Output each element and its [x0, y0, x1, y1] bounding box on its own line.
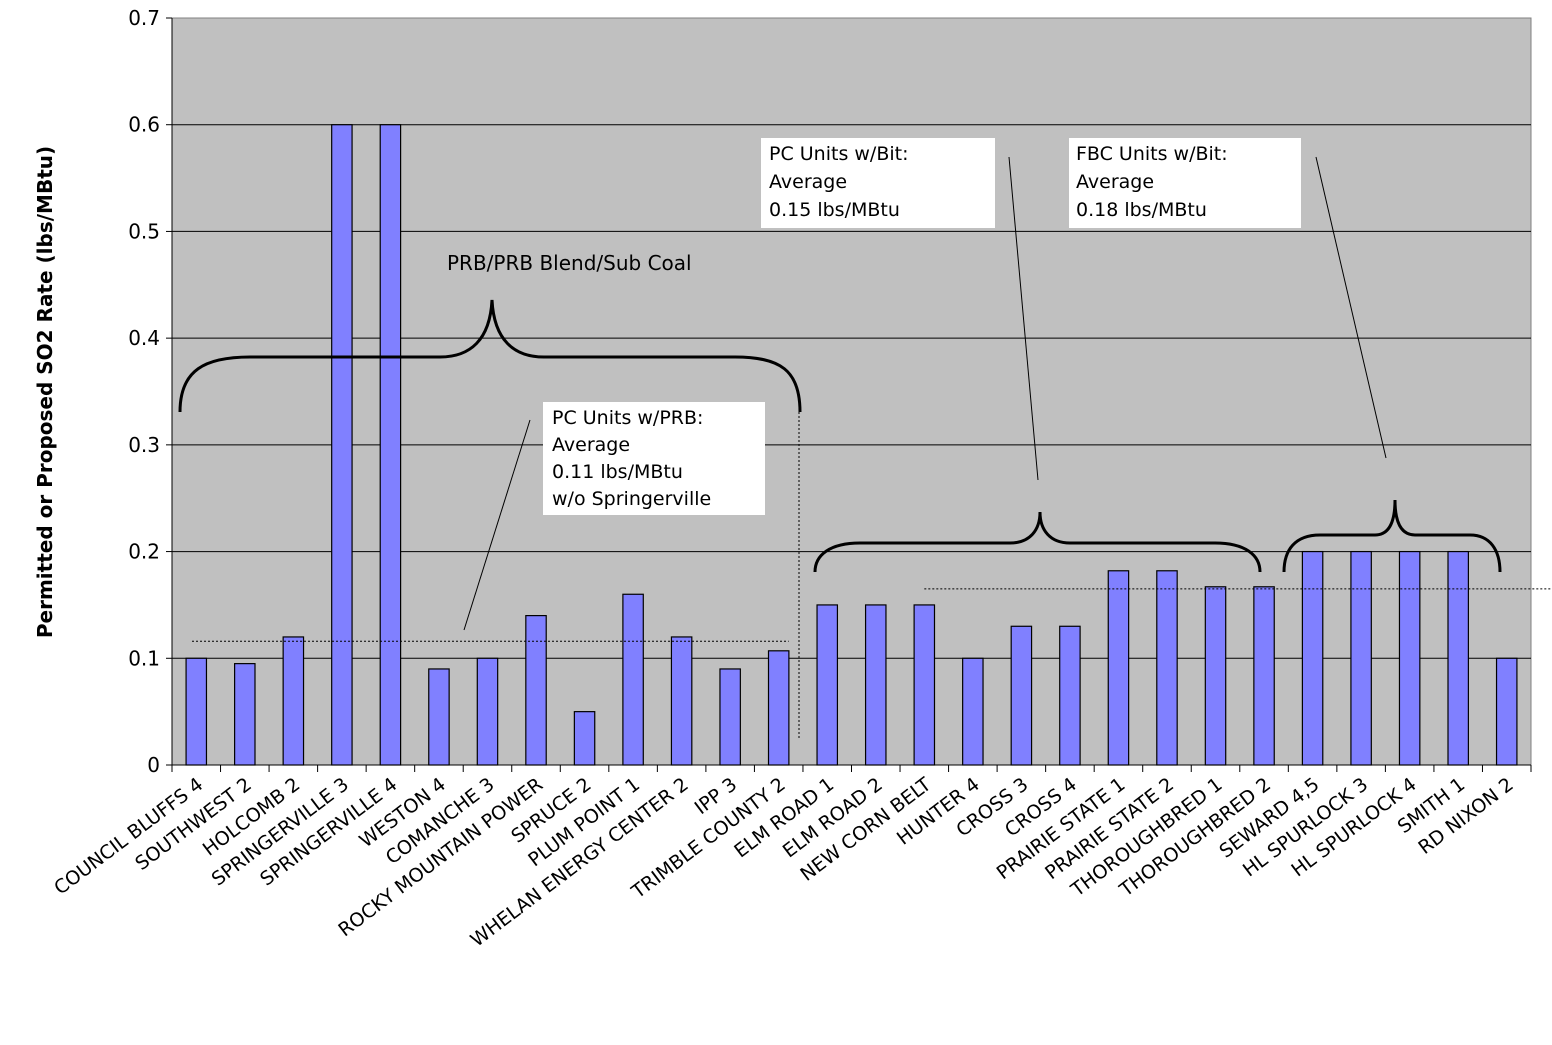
bar-series	[185, 124, 1518, 766]
annotation-pc-bit-line-1: PC Units w/Bit:	[769, 143, 909, 165]
brace-pc-bit	[813, 511, 1262, 573]
bar	[379, 124, 402, 766]
bar	[913, 604, 936, 766]
annotation-pc-bit: PC Units w/Bit: Average 0.15 lbs/MBtu	[761, 138, 995, 228]
y-tick-label: 0.5	[128, 219, 160, 243]
annotation-fbc-bit-line-2: Average	[1076, 171, 1154, 193]
bar	[1107, 570, 1130, 766]
bar	[1156, 570, 1178, 766]
y-tick-label: 0.6	[128, 113, 160, 137]
y-axis-label: Permitted or Proposed SO2 Rate (lbs/MBtu…	[33, 146, 57, 638]
bar	[1495, 657, 1518, 766]
y-tick-label: 0.4	[128, 326, 160, 350]
y-tick-labels: 0 0.1 0.2 0.3 0.4 0.5 0.6 0.7	[128, 6, 160, 777]
pointer-line-pc-bit	[1008, 156, 1039, 481]
annotation-fbc-bit-line-3: 0.18 lbs/MBtu	[1076, 199, 1207, 221]
bar	[962, 657, 984, 766]
annotation-pc-prb: PC Units w/PRB: Average 0.11 lbs/MBtu w/…	[543, 402, 765, 515]
bar	[864, 604, 887, 766]
y-tick-label: 0.1	[128, 646, 160, 670]
average-lines	[192, 588, 1552, 642]
bar	[476, 657, 499, 766]
axes	[166, 17, 1532, 772]
annotation-fbc-bit-line-1: FBC Units w/Bit:	[1076, 143, 1228, 165]
annotation-fbc-bit: FBC Units w/Bit: Average 0.18 lbs/MBtu	[1069, 138, 1301, 228]
bar	[282, 636, 305, 766]
bar	[1010, 625, 1033, 766]
pointer-line-fbc-bit	[1315, 156, 1387, 459]
bar	[1059, 625, 1081, 766]
bar	[1253, 586, 1275, 766]
bar	[1447, 550, 1469, 766]
brace-prb	[178, 299, 802, 413]
plot-area	[171, 17, 1532, 766]
annotation-pc-prb-line-3: 0.11 lbs/MBtu	[552, 461, 683, 483]
annotation-pc-prb-line-4: w/o Springerville	[552, 488, 711, 510]
y-tick-label: 0.7	[128, 6, 160, 30]
bar	[670, 636, 693, 766]
bar	[573, 711, 596, 766]
bar	[331, 124, 353, 766]
y-tick-label: 0.2	[128, 540, 160, 564]
bar	[719, 668, 741, 766]
brace-fbc-bit	[1282, 499, 1502, 573]
bar	[185, 657, 208, 766]
pointer-line-prb	[463, 419, 531, 631]
bar	[1350, 550, 1372, 766]
annotation-pc-prb-line-2: Average	[552, 434, 630, 456]
y-tick-label: 0.3	[128, 433, 160, 457]
y-tick-label: 0	[147, 753, 160, 777]
bar	[428, 668, 450, 766]
bar	[816, 604, 839, 766]
bar	[1204, 586, 1227, 766]
annotation-pc-bit-line-3: 0.15 lbs/MBtu	[769, 199, 900, 221]
bar	[525, 614, 547, 766]
group-label-prb: PRB/PRB Blend/Sub Coal	[447, 251, 692, 275]
bar	[1398, 550, 1421, 766]
annotation-pc-prb-line-1: PC Units w/PRB:	[552, 407, 703, 429]
bar	[767, 650, 790, 766]
annotation-pc-bit-line-2: Average	[769, 171, 847, 193]
bar	[1301, 550, 1324, 766]
bar	[234, 663, 256, 766]
bar	[622, 593, 644, 766]
